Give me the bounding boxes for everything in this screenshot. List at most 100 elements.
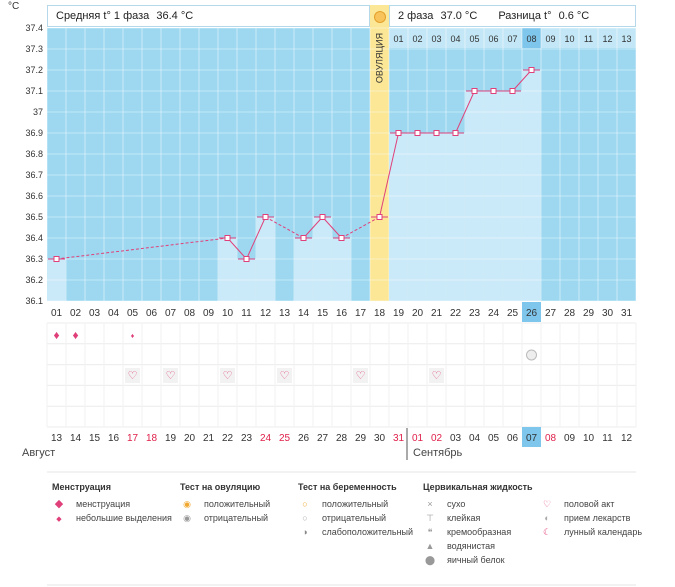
- legend-menstruation-title: Менструация: [52, 482, 111, 492]
- temperature-bar: [332, 238, 351, 301]
- heart-icon: ♡: [280, 370, 290, 382]
- date-label: 21: [203, 433, 215, 444]
- creamy-icon: ❝: [427, 527, 433, 537]
- date-label: 20: [184, 433, 196, 444]
- date-label: 30: [374, 433, 386, 444]
- legend-other: ♡ половой акт ◐ прием лекарств ☾ лунный кал…: [540, 482, 642, 539]
- ovulation-label: ОВУЛЯЦИЯ: [375, 33, 385, 83]
- date-label: 24: [260, 433, 272, 444]
- temperature-point: [452, 130, 459, 136]
- cycle-day-label: 31: [621, 308, 633, 319]
- pill-icon: ◐: [544, 513, 550, 523]
- spotting-icon: ♦: [131, 333, 135, 340]
- cycle-day-label: 25: [507, 308, 519, 319]
- cycle-day-label: 29: [583, 308, 595, 319]
- cycle-day-label: 18: [374, 308, 386, 319]
- temperature-line: [322, 216, 342, 239]
- sex-cell: [429, 368, 444, 383]
- cycle-day-label: 20: [412, 308, 424, 319]
- cycle-day-label: 21: [431, 308, 443, 319]
- temperature-point: [395, 130, 402, 136]
- date-label: 19: [165, 433, 177, 444]
- ovulation-column: [370, 5, 389, 301]
- date-label: 25: [279, 433, 291, 444]
- positive-test-icon: ◉: [183, 499, 191, 509]
- heart-icon: ♡: [128, 370, 138, 382]
- y-tick-label: 36.4: [25, 233, 43, 243]
- temperature-point: [338, 235, 345, 241]
- cycle-day-label: 17: [355, 308, 367, 319]
- month-september: Сентябрь: [413, 447, 463, 459]
- date-label: 02: [431, 433, 443, 444]
- phase2-day-label: 12: [602, 34, 612, 44]
- temperature-line: [303, 216, 323, 239]
- cycle-day-label: 05: [127, 308, 139, 319]
- date-label: 27: [317, 433, 329, 444]
- sex-cell: [353, 368, 368, 383]
- pregnancy-weak-icon: ◑: [302, 527, 308, 537]
- date-highlight: [522, 427, 541, 447]
- legend-ovulation-test: Тест на овуляцию ◉ положительный ◉ отрицат…: [180, 482, 271, 523]
- temperature-line: [227, 237, 247, 260]
- temperature-line: [379, 132, 399, 218]
- temperature-bar: [522, 70, 541, 301]
- phase2-day-label: 07: [507, 34, 517, 44]
- temperature-point: [509, 88, 516, 94]
- phase1-header: Средняя t° 1 фаза 36.4 °C: [47, 5, 370, 27]
- month-august: Август: [22, 447, 56, 459]
- heart-icon: ♡: [542, 499, 552, 509]
- cycle-day-label: 14: [298, 308, 310, 319]
- temperature-line: [512, 69, 532, 92]
- legend-cervical-title: Цервикальная жидкость: [423, 482, 533, 492]
- cycle-day-label: 24: [488, 308, 500, 319]
- date-label: 13: [51, 433, 63, 444]
- heart-icon: ♡: [432, 370, 442, 382]
- cycle-day-label: 01: [51, 308, 63, 319]
- y-tick-label: 36.6: [25, 191, 43, 201]
- temperature-point: [490, 88, 497, 94]
- cycle-day-highlight: [522, 302, 541, 322]
- phase2-day-label: 10: [564, 34, 574, 44]
- legend-spotting-item: ◆ небольшие выделения: [52, 511, 172, 525]
- sticky-icon: ⊤: [426, 513, 434, 523]
- date-label: 05: [488, 433, 500, 444]
- temperature-point: [414, 130, 421, 136]
- legend-pregnancy-test: Тест на беременность ○ положительный ○ отр…: [298, 482, 414, 537]
- temperature-point: [262, 214, 269, 220]
- cycle-day-label: 23: [469, 308, 481, 319]
- negative-test-icon: ◉: [183, 513, 191, 523]
- y-tick-label: 37.2: [25, 65, 43, 75]
- temperature-point: [224, 235, 231, 241]
- cycle-day-label: 16: [336, 308, 348, 319]
- date-label: 18: [146, 433, 158, 444]
- cycle-day-label: 12: [260, 308, 272, 319]
- ovulation-header-icon: [374, 11, 386, 23]
- menstruation-icon: ♦: [53, 328, 59, 342]
- date-label: 15: [89, 433, 101, 444]
- y-tick-label: 37.4: [25, 23, 43, 33]
- temperature-bar: [294, 238, 313, 301]
- y-axis-unit: °C: [8, 1, 19, 12]
- egg-white-icon: ⬤: [424, 555, 436, 565]
- temperature-bar: [218, 238, 237, 301]
- cycle-day-label: 11: [241, 308, 252, 319]
- temperature-point: [433, 130, 440, 136]
- temperature-line-dashed: [56, 237, 228, 260]
- legend-pregnancy-test-title: Тест на беременность: [298, 482, 397, 492]
- cycle-day-label: 06: [146, 308, 158, 319]
- legend-menstruation: Менструация ◆ менструация ◆ небольшие выде…: [52, 482, 172, 525]
- date-label: 16: [108, 433, 120, 444]
- drop-icon: ◆: [54, 498, 64, 510]
- phase2-day-label: 06: [488, 34, 498, 44]
- cycle-day-label: 10: [222, 308, 234, 319]
- phase1-value: 36.4 °C: [156, 10, 194, 22]
- y-tick-label: 36.8: [25, 149, 43, 159]
- phase2-day-label: 03: [431, 34, 441, 44]
- cycle-day-label: 04: [108, 308, 120, 319]
- phase2-day-row: [389, 28, 636, 48]
- cycle-day-label: 30: [602, 308, 614, 319]
- y-tick-label: 36.2: [25, 275, 43, 285]
- cycle-day-label: 28: [564, 308, 576, 319]
- heart-icon: ♡: [166, 370, 176, 382]
